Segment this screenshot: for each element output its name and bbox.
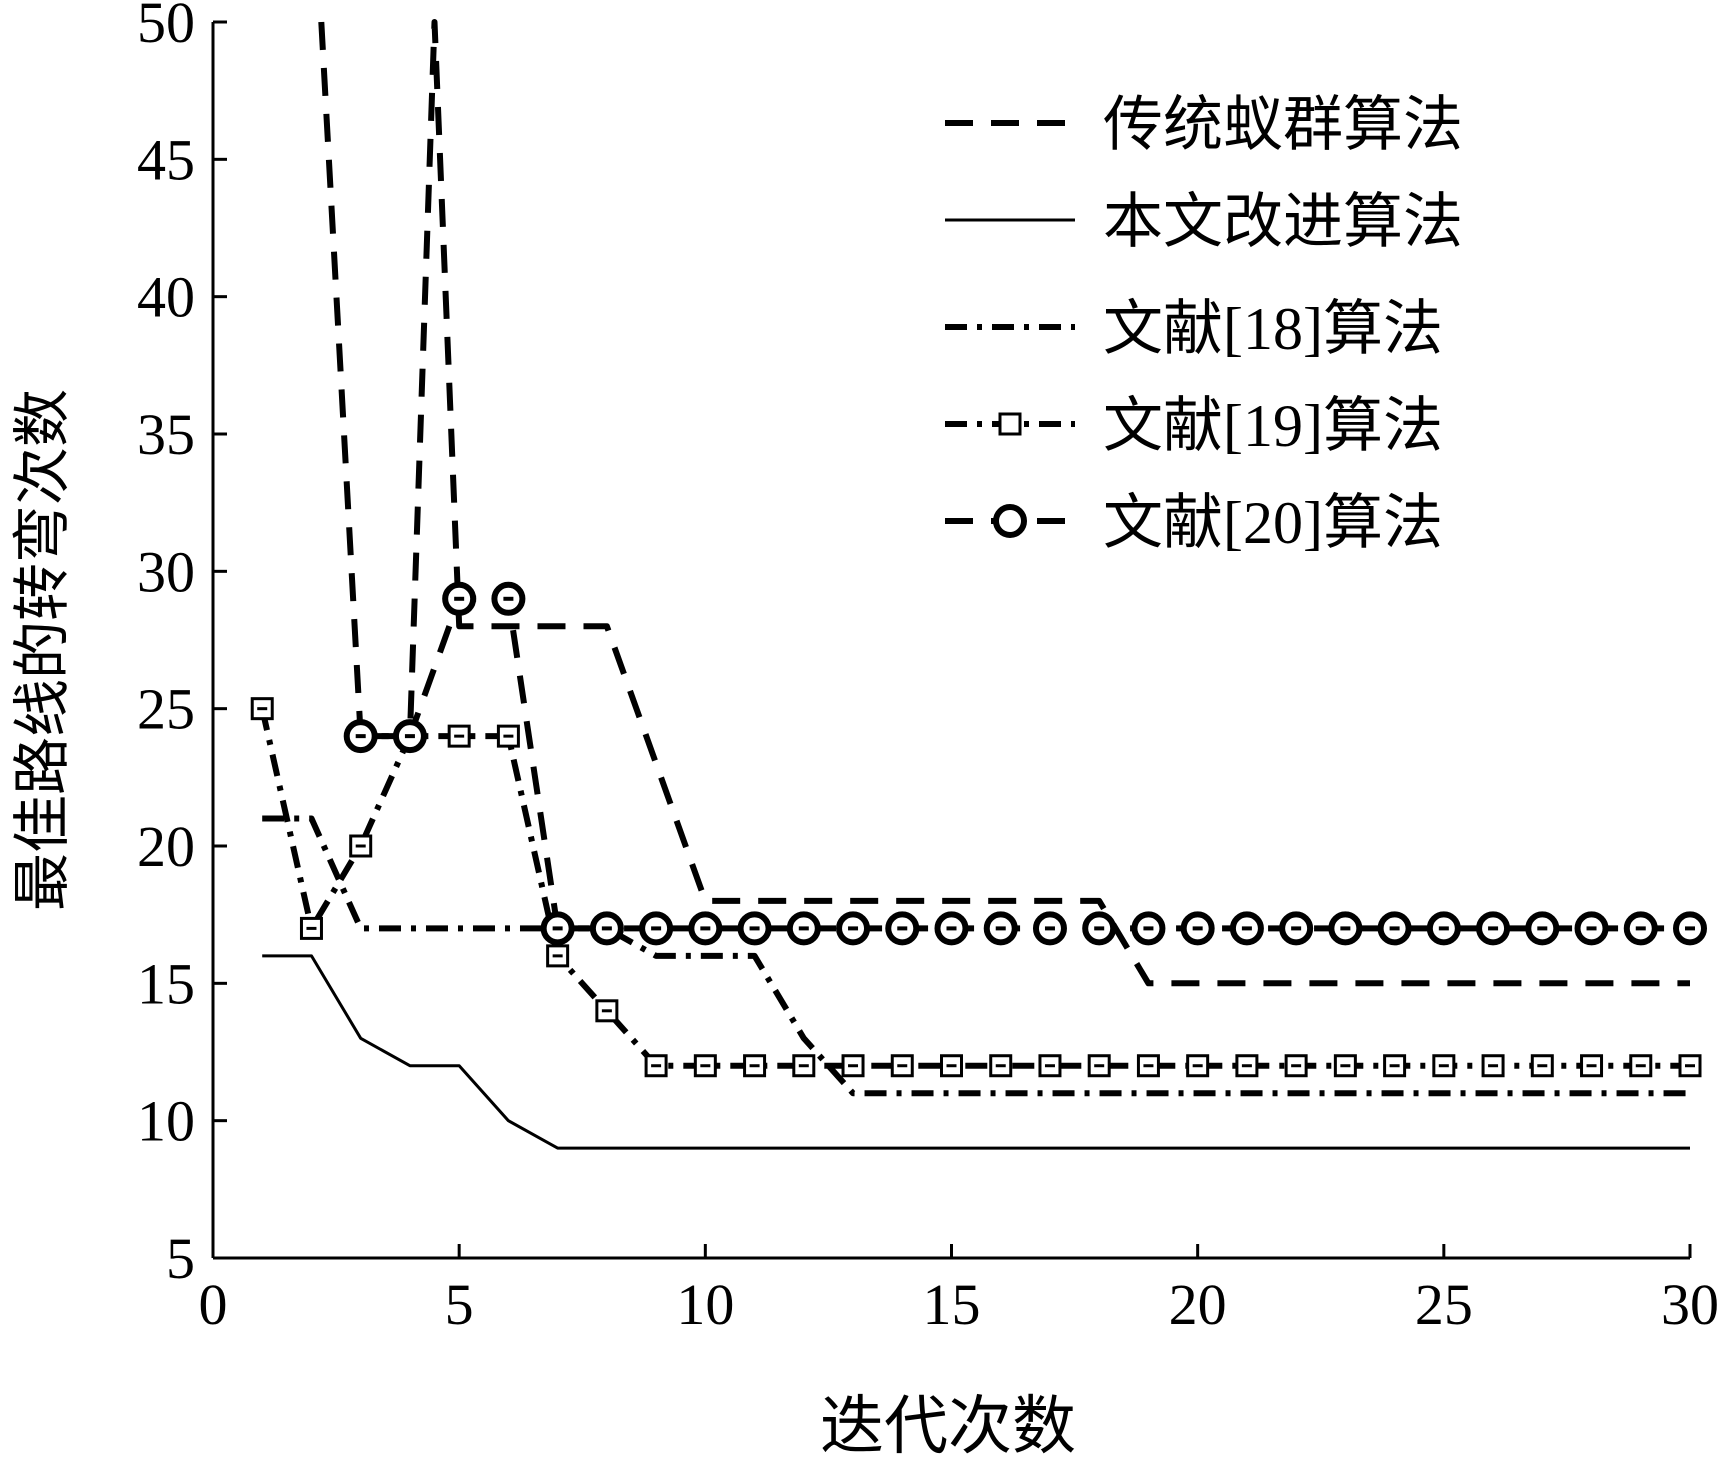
legend-marker-circle xyxy=(993,504,1027,538)
y-tick-label: 35 xyxy=(137,402,195,467)
series-3 xyxy=(262,815,1690,1097)
series-1 xyxy=(318,19,1690,987)
legend-item-2: 本文改进算法 xyxy=(945,189,1463,255)
series-2 xyxy=(262,954,1690,1150)
series-line xyxy=(318,19,1690,987)
legend-label: 文献[20]算法 xyxy=(1103,490,1443,556)
y-tick-label: 10 xyxy=(137,1089,195,1154)
series-line xyxy=(259,708,1690,1069)
y-tick-label: 40 xyxy=(137,265,195,330)
y-tick-label: 45 xyxy=(137,127,195,192)
y-axis-label: 最佳路线的转弯次数 xyxy=(10,389,75,911)
legend-marker-square xyxy=(998,412,1022,436)
series-line xyxy=(360,595,1690,932)
legend-item-5: 文献[20]算法 xyxy=(945,490,1443,556)
series-layer xyxy=(250,19,1707,1150)
legend-label: 传统蚁群算法 xyxy=(1103,92,1463,158)
series-line xyxy=(262,815,1690,1097)
legend-item-1: 传统蚁群算法 xyxy=(945,92,1463,158)
x-tick-label: 10 xyxy=(676,1272,734,1337)
x-tick-label: 0 xyxy=(199,1272,228,1337)
x-tick-label: 30 xyxy=(1661,1272,1719,1337)
x-tick-label: 20 xyxy=(1169,1272,1227,1337)
x-tick-label: 5 xyxy=(445,1272,474,1337)
y-tick-label: 30 xyxy=(137,539,195,604)
legend-label: 文献[19]算法 xyxy=(1103,393,1443,459)
y-tick-label: 50 xyxy=(137,0,195,55)
x-tick-label: 25 xyxy=(1415,1272,1473,1337)
legend-label: 文献[18]算法 xyxy=(1103,296,1443,362)
legend-item-3: 文献[18]算法 xyxy=(945,296,1443,362)
legend-label: 本文改进算法 xyxy=(1103,189,1463,255)
x-tick-label: 15 xyxy=(923,1272,981,1337)
series-line xyxy=(262,954,1690,1150)
y-tick-label: 25 xyxy=(137,677,195,742)
y-tick-label: 15 xyxy=(137,951,195,1016)
x-axis-label: 迭代次数 xyxy=(820,1391,1076,1457)
series-4 xyxy=(250,697,1702,1078)
legend-item-4: 文献[19]算法 xyxy=(945,393,1443,459)
y-tick-label: 5 xyxy=(166,1226,195,1291)
y-tick-label: 20 xyxy=(137,814,195,879)
series-5 xyxy=(343,581,1707,946)
